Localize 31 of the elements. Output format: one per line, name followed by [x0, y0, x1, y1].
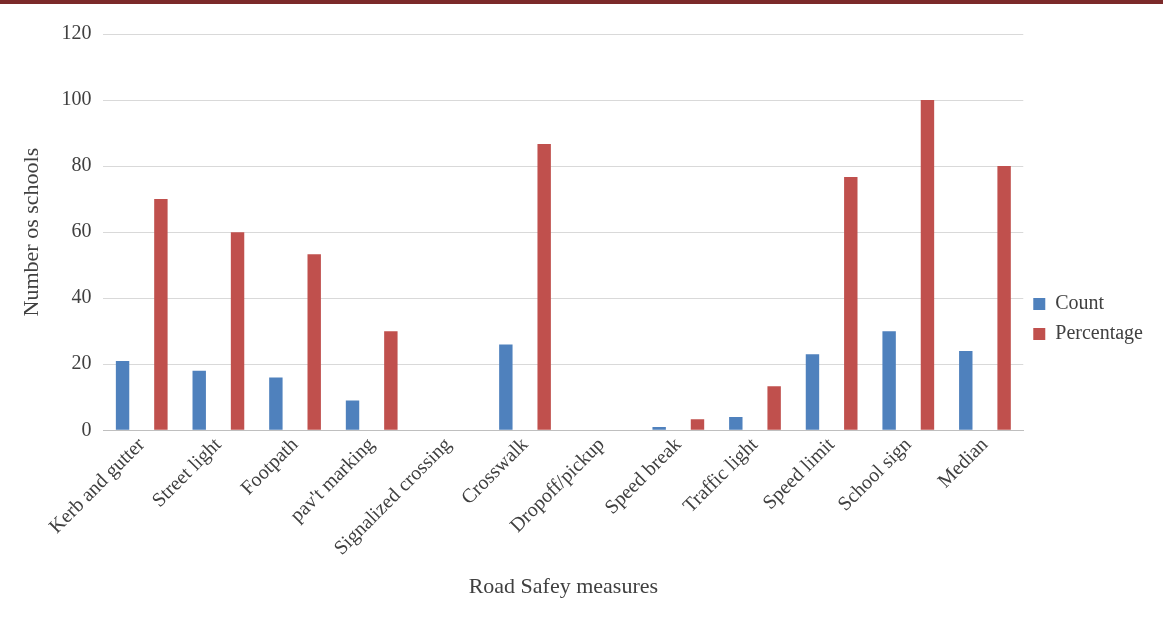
bar — [882, 331, 896, 430]
bar — [154, 199, 168, 430]
x-axis-title: Road Safey measures — [468, 572, 659, 598]
bar — [115, 360, 130, 430]
bar — [499, 344, 513, 430]
legend-label: Percentage — [1055, 321, 1144, 345]
bar — [652, 426, 666, 430]
bar — [959, 351, 973, 430]
y-tick-label: 100 — [61, 87, 92, 110]
bar — [192, 370, 206, 430]
y-tick-label: 60 — [71, 219, 92, 242]
bar — [384, 331, 398, 430]
y-tick-label: 120 — [61, 21, 92, 44]
bar — [307, 254, 321, 430]
bar — [920, 100, 935, 430]
y-tick-label: 0 — [81, 417, 92, 440]
bar — [767, 386, 781, 430]
bar — [269, 377, 283, 430]
y-tick-label: 40 — [71, 285, 92, 308]
bar — [844, 176, 858, 430]
bar — [537, 143, 551, 430]
legend-label: Count — [1055, 291, 1105, 314]
bar — [230, 232, 245, 430]
bar — [997, 166, 1011, 430]
y-tick-label: 80 — [71, 153, 92, 176]
bar — [690, 419, 705, 430]
y-axis-title: Number os schools — [17, 147, 43, 317]
y-tick-label: 20 — [71, 351, 92, 374]
bar — [345, 400, 360, 430]
bar — [729, 417, 743, 430]
bar — [805, 354, 820, 430]
